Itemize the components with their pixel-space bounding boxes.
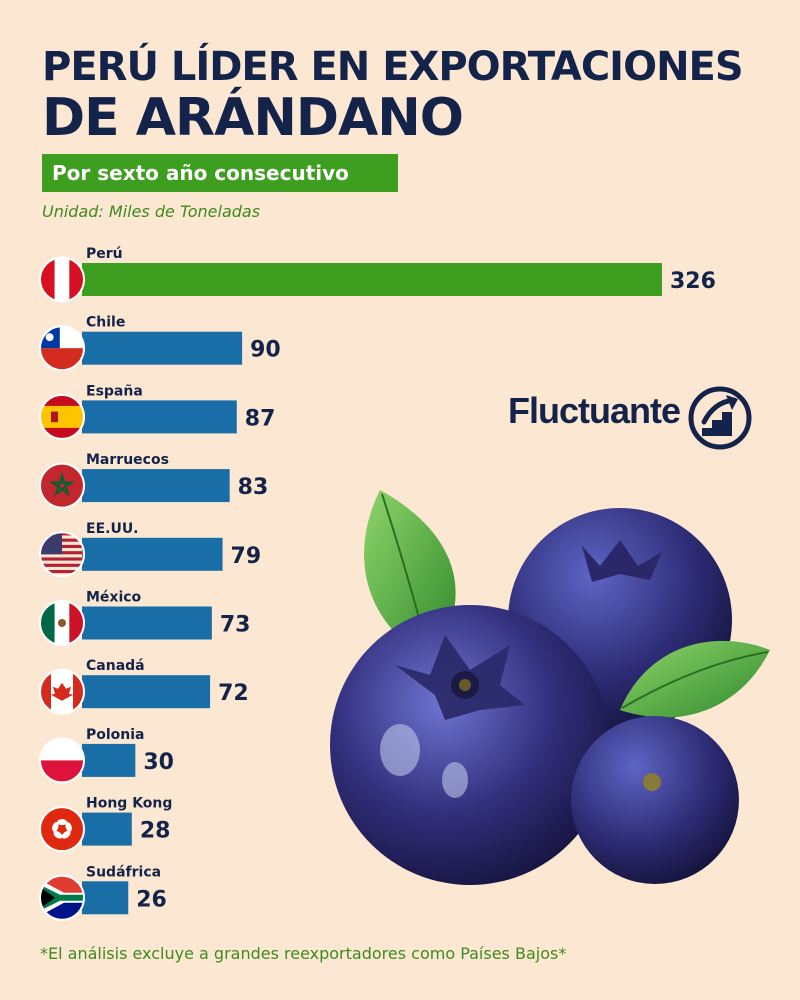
bar-9 [82,881,129,915]
country-label: Hong Kong [86,796,172,812]
hong-kong-flag-icon [39,806,85,853]
south-africa-flag-icon [39,874,85,921]
bar-3 [82,469,230,503]
value-label: 28 [140,819,171,844]
bar-chart: Perú 326 Chile 90 España 87 Marruecos 83 EE.UU. 7… [39,246,716,921]
blueberry-front [330,605,610,885]
spain-flag-icon [39,393,85,440]
page-title-line2: DE ARÁNDANO [42,88,464,148]
country-label: Perú [86,246,123,262]
morocco-flag-icon [39,462,85,509]
bar-2 [82,400,237,434]
page-title-line1: PERÚ LÍDER EN EXPORTACIONES [42,44,744,90]
bar-7 [82,743,136,777]
value-label: 326 [670,269,716,294]
blueberry-illustration [330,490,770,885]
country-label: Canadá [86,658,145,674]
bar-8 [82,812,132,846]
brand-name: Fluctuante [508,390,681,431]
value-label: 87 [245,406,276,431]
bar-0 [82,263,662,296]
value-label: 30 [143,750,174,775]
country-label: EE.UU. [86,521,139,537]
footnote: *El análisis excluye a grandes reexporta… [40,944,567,963]
value-label: 79 [231,544,262,569]
bar-1 [82,331,243,365]
bar-6 [82,675,211,709]
country-label: Chile [86,315,125,331]
brand-logo: Fluctuante [508,386,758,450]
mexico-flag-icon [39,600,85,646]
value-label: 90 [250,338,281,363]
value-label: 83 [238,475,269,500]
country-label: México [86,590,142,606]
usa-flag-icon [39,531,85,578]
country-label: Marruecos [86,452,169,468]
unit-label: Unidad: Miles de Toneladas [42,202,261,221]
blueberry-small [571,716,739,884]
country-label: Sudáfrica [86,864,161,880]
bar-5 [82,606,212,640]
value-label: 73 [220,613,251,638]
peru-flag-icon [39,256,85,303]
chile-flag-icon [39,325,85,372]
poland-flag-icon [39,737,85,784]
value-label: 26 [136,887,167,912]
country-label: Polonia [86,727,145,743]
canada-flag-icon [39,668,85,715]
bar-4 [82,537,223,571]
chart-arrow-up-icon [688,386,752,450]
country-label: España [86,383,143,399]
subtitle-banner: Por sexto año consecutivo [42,154,398,192]
value-label: 72 [218,681,249,706]
